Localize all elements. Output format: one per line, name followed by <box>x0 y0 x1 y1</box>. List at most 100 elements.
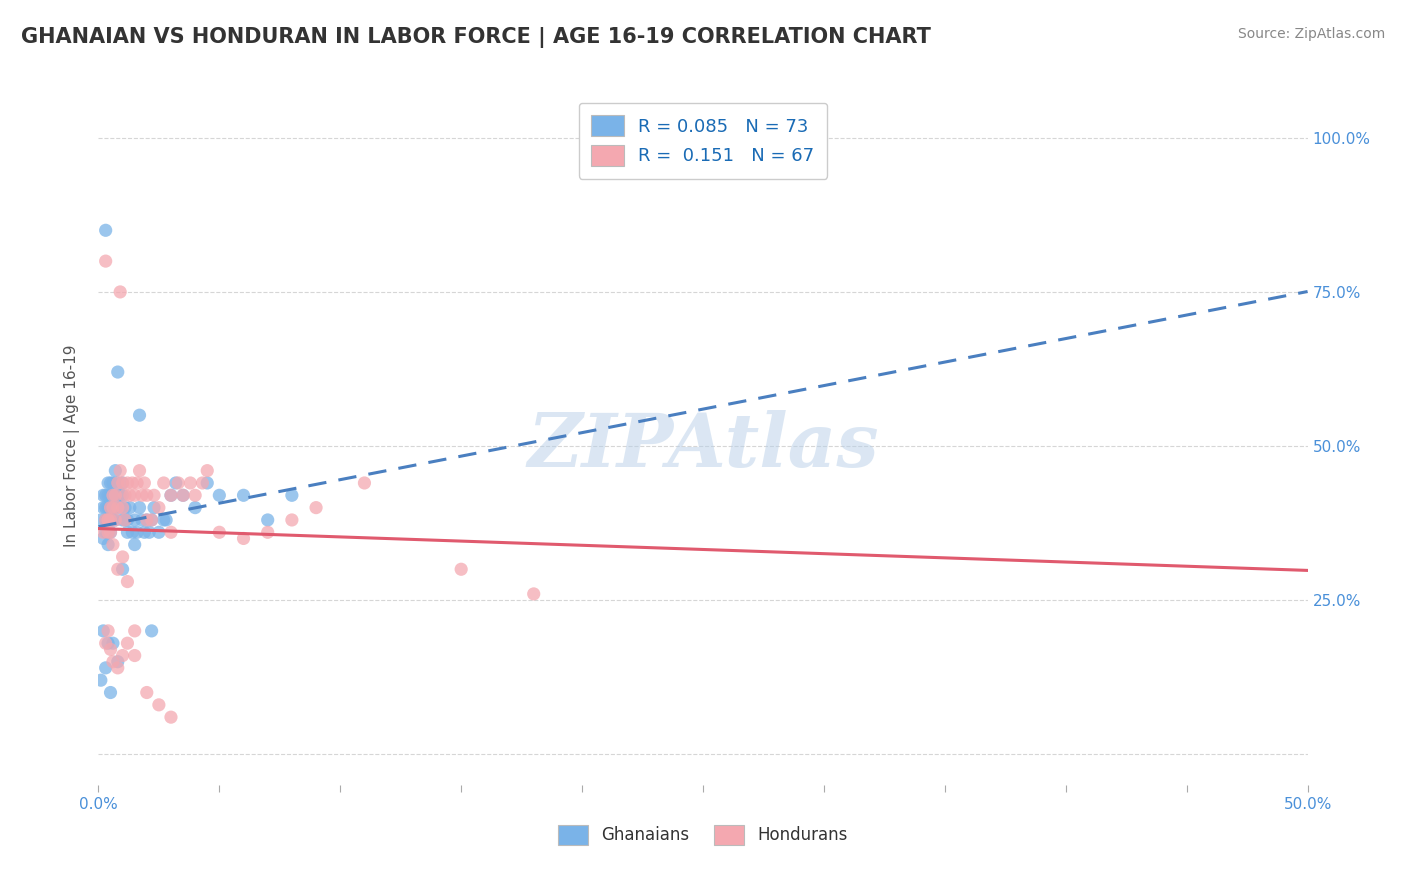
Point <box>124 624 146 638</box>
Point <box>101 488 124 502</box>
Point <box>128 464 150 478</box>
Point <box>101 655 124 669</box>
Point <box>184 488 207 502</box>
Point <box>97 525 120 540</box>
Point <box>111 475 134 490</box>
Point <box>131 488 153 502</box>
Point <box>450 562 472 576</box>
Point <box>152 513 174 527</box>
Point <box>128 408 150 422</box>
Point <box>172 488 194 502</box>
Point <box>100 685 122 699</box>
Point <box>100 525 122 540</box>
Point <box>107 475 129 490</box>
Text: ZIPAtlas: ZIPAtlas <box>527 409 879 483</box>
Point <box>94 488 117 502</box>
Point <box>160 525 183 540</box>
Point <box>138 525 160 540</box>
Point <box>353 475 375 490</box>
Point <box>160 710 183 724</box>
Point <box>97 513 120 527</box>
Point <box>117 636 139 650</box>
Point <box>100 500 122 515</box>
Point <box>107 475 129 490</box>
Point <box>124 538 146 552</box>
Point <box>143 500 166 515</box>
Point <box>100 475 122 490</box>
Point <box>121 525 143 540</box>
Point <box>108 285 131 299</box>
Point <box>232 488 254 502</box>
Y-axis label: In Labor Force | Age 16-19: In Labor Force | Age 16-19 <box>63 344 80 548</box>
Point <box>100 513 122 527</box>
Point <box>117 475 139 490</box>
Point <box>184 500 207 515</box>
Point <box>107 562 129 576</box>
Point <box>114 513 136 527</box>
Point <box>94 513 117 527</box>
Point <box>104 488 127 502</box>
Point <box>101 488 124 502</box>
Point <box>117 513 139 527</box>
Point <box>101 500 124 515</box>
Point <box>128 500 150 515</box>
Point <box>111 549 134 564</box>
Point <box>121 475 143 490</box>
Point <box>191 475 214 490</box>
Point <box>107 655 129 669</box>
Point <box>167 475 190 490</box>
Point <box>148 500 170 515</box>
Point <box>91 532 114 546</box>
Point <box>135 513 157 527</box>
Point <box>107 365 129 379</box>
Point <box>141 624 163 638</box>
Point <box>256 525 278 540</box>
Point <box>100 525 122 540</box>
Point <box>281 513 304 527</box>
Point <box>91 525 114 540</box>
Point <box>208 525 231 540</box>
Point <box>101 500 124 515</box>
Point <box>90 513 112 527</box>
Point <box>108 500 131 515</box>
Point <box>94 636 117 650</box>
Point <box>124 488 146 502</box>
Point <box>165 475 187 490</box>
Point <box>134 475 156 490</box>
Point <box>281 488 304 502</box>
Point <box>101 513 124 527</box>
Point <box>97 525 120 540</box>
Point <box>111 648 134 663</box>
Point <box>111 513 134 527</box>
Point <box>104 513 127 527</box>
Point <box>91 500 114 515</box>
Point <box>101 538 124 552</box>
Point <box>100 513 122 527</box>
Point <box>97 636 120 650</box>
Point <box>118 500 141 515</box>
Legend: Ghanaians, Hondurans: Ghanaians, Hondurans <box>551 819 855 851</box>
Point <box>108 488 131 502</box>
Point <box>111 500 134 515</box>
Point <box>114 488 136 502</box>
Point <box>94 223 117 237</box>
Point <box>107 500 129 515</box>
Point <box>523 587 546 601</box>
Point <box>114 513 136 527</box>
Text: Source: ZipAtlas.com: Source: ZipAtlas.com <box>1237 27 1385 41</box>
Point <box>91 488 114 502</box>
Point <box>160 488 183 502</box>
Point <box>100 500 122 515</box>
Point <box>94 254 117 268</box>
Point <box>97 500 120 515</box>
Point <box>97 538 120 552</box>
Point <box>179 475 201 490</box>
Point <box>117 574 139 589</box>
Point <box>97 624 120 638</box>
Point <box>127 525 149 540</box>
Point <box>108 464 131 478</box>
Point <box>104 500 127 515</box>
Point <box>90 673 112 688</box>
Point <box>141 513 163 527</box>
Point <box>131 513 153 527</box>
